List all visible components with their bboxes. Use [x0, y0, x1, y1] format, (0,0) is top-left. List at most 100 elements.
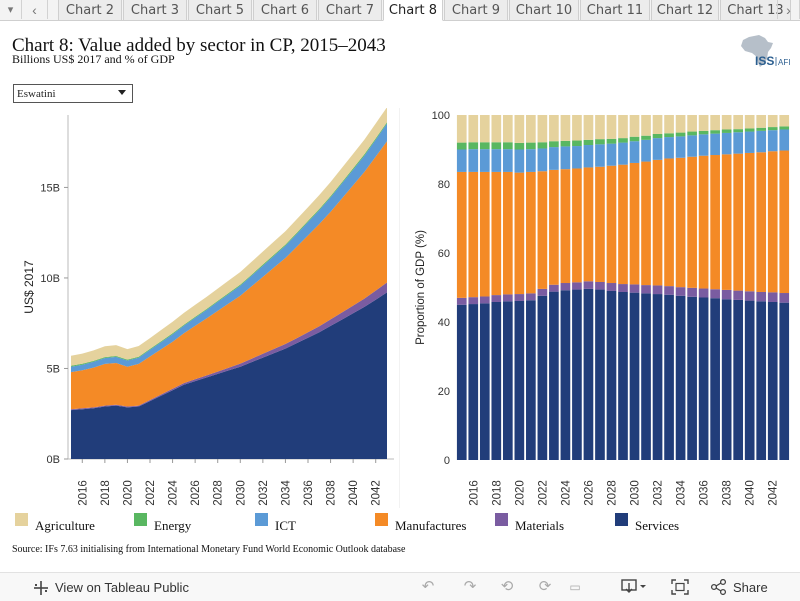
bar-services-2025[interactable] — [572, 289, 582, 460]
bar-energy-2031[interactable] — [641, 135, 651, 140]
bar-services-2043[interactable] — [779, 302, 790, 460]
bar-materials-2024[interactable] — [560, 283, 571, 291]
bar-agriculture-2031[interactable] — [641, 115, 651, 136]
share-icon[interactable] — [710, 579, 728, 595]
bar-stack-2037[interactable] — [710, 115, 720, 460]
bar-manufactures-2023[interactable] — [549, 169, 559, 285]
bar-stack-2041[interactable] — [756, 115, 767, 460]
bar-ict-2018[interactable] — [491, 149, 502, 172]
bar-services-2031[interactable] — [641, 293, 651, 460]
bar-manufactures-2028[interactable] — [606, 165, 617, 284]
bar-energy-2037[interactable] — [710, 130, 720, 134]
bar-agriculture-2029[interactable] — [618, 115, 628, 139]
tab-chart-10[interactable]: Chart 10 — [509, 0, 579, 20]
bar-manufactures-2034[interactable] — [675, 157, 686, 288]
bar-manufactures-2041[interactable] — [756, 152, 767, 292]
bar-services-2038[interactable] — [721, 299, 732, 460]
bar-ict-2015[interactable] — [456, 149, 467, 172]
bar-services-2039[interactable] — [733, 299, 744, 460]
bar-materials-2015[interactable] — [456, 297, 467, 305]
bar-agriculture-2042[interactable] — [767, 115, 778, 128]
bar-energy-2038[interactable] — [721, 129, 732, 133]
bar-stack-2018[interactable] — [491, 115, 502, 460]
bar-services-2020[interactable] — [514, 300, 525, 460]
bar-stack-2034[interactable] — [675, 115, 686, 460]
bar-stack-2036[interactable] — [698, 115, 709, 460]
bar-energy-2040[interactable] — [744, 128, 755, 132]
bar-ict-2024[interactable] — [560, 146, 571, 170]
tab-chart-6[interactable]: Chart 6 — [253, 0, 317, 20]
bar-agriculture-2037[interactable] — [710, 115, 720, 131]
tab-chart-11[interactable]: Chart 11 — [580, 0, 650, 20]
bar-materials-2027[interactable] — [595, 281, 605, 290]
bar-materials-2030[interactable] — [629, 284, 640, 293]
legend-item-services[interactable]: Services — [615, 511, 679, 533]
redo-icon[interactable]: ↷ — [463, 578, 477, 595]
bar-energy-2016[interactable] — [468, 142, 479, 150]
bar-energy-2027[interactable] — [595, 139, 605, 145]
bar-materials-2018[interactable] — [491, 295, 502, 302]
bar-agriculture-2023[interactable] — [549, 115, 559, 142]
bar-agriculture-2025[interactable] — [572, 115, 582, 141]
bar-services-2016[interactable] — [468, 304, 479, 460]
bar-materials-2031[interactable] — [641, 285, 651, 294]
bar-ict-2037[interactable] — [710, 133, 720, 156]
bar-ict-2028[interactable] — [606, 143, 617, 166]
bar-energy-2022[interactable] — [537, 142, 548, 149]
legend-item-manufactures[interactable]: Manufactures — [375, 511, 466, 533]
bar-stack-2042[interactable] — [767, 115, 778, 460]
bar-services-2032[interactable] — [652, 294, 663, 460]
bar-stack-2032[interactable] — [652, 115, 663, 460]
bar-manufactures-2022[interactable] — [537, 171, 548, 289]
bar-energy-2025[interactable] — [572, 140, 582, 147]
bar-manufactures-2020[interactable] — [514, 172, 525, 295]
bar-services-2026[interactable] — [583, 288, 594, 460]
bar-agriculture-2036[interactable] — [698, 115, 709, 131]
legend-item-energy[interactable]: Energy — [134, 511, 191, 533]
bar-ict-2023[interactable] — [549, 147, 559, 170]
bar-manufactures-2029[interactable] — [618, 164, 628, 285]
bar-materials-2022[interactable] — [537, 288, 548, 296]
bar-energy-2024[interactable] — [560, 140, 571, 147]
bar-ict-2033[interactable] — [664, 137, 674, 159]
bar-materials-2039[interactable] — [733, 290, 744, 300]
bar-agriculture-2024[interactable] — [560, 115, 571, 141]
bar-services-2035[interactable] — [687, 296, 697, 460]
area-manufactures[interactable] — [71, 141, 387, 410]
bar-ict-2019[interactable] — [502, 149, 513, 172]
tab-next-button[interactable]: › — [777, 0, 800, 19]
bar-agriculture-2034[interactable] — [675, 115, 686, 133]
bar-ict-2031[interactable] — [641, 139, 651, 162]
bar-services-2029[interactable] — [618, 291, 628, 460]
bar-agriculture-2016[interactable] — [468, 115, 479, 143]
bar-energy-2029[interactable] — [618, 138, 628, 143]
bar-manufactures-2039[interactable] — [733, 153, 744, 291]
bar-manufactures-2027[interactable] — [595, 166, 605, 282]
bar-energy-2015[interactable] — [456, 142, 467, 150]
bar-agriculture-2017[interactable] — [479, 115, 490, 143]
bar-stack-2026[interactable] — [583, 115, 594, 460]
bar-materials-2025[interactable] — [572, 282, 582, 290]
bar-manufactures-2017[interactable] — [479, 171, 490, 297]
bar-services-2042[interactable] — [767, 301, 778, 460]
bar-agriculture-2022[interactable] — [537, 115, 548, 143]
bar-ict-2016[interactable] — [468, 149, 479, 172]
bar-stack-2017[interactable] — [479, 115, 490, 460]
bar-manufactures-2026[interactable] — [583, 167, 594, 282]
tab-chart-9[interactable]: Chart 9 — [444, 0, 508, 20]
area-services[interactable] — [71, 292, 387, 459]
share-button[interactable]: Share — [733, 580, 768, 595]
bar-energy-2033[interactable] — [664, 133, 674, 138]
bar-ict-2029[interactable] — [618, 142, 628, 165]
bar-agriculture-2021[interactable] — [526, 115, 536, 143]
bar-ict-2038[interactable] — [721, 132, 732, 155]
bar-energy-2039[interactable] — [733, 129, 744, 133]
bar-materials-2037[interactable] — [710, 289, 720, 299]
bar-agriculture-2038[interactable] — [721, 115, 732, 130]
bar-energy-2020[interactable] — [514, 142, 525, 150]
bar-agriculture-2039[interactable] — [733, 115, 744, 130]
bar-energy-2018[interactable] — [491, 142, 502, 150]
bar-materials-2023[interactable] — [549, 284, 559, 292]
bar-stack-2021[interactable] — [526, 115, 536, 460]
fullscreen-icon[interactable] — [671, 579, 689, 595]
